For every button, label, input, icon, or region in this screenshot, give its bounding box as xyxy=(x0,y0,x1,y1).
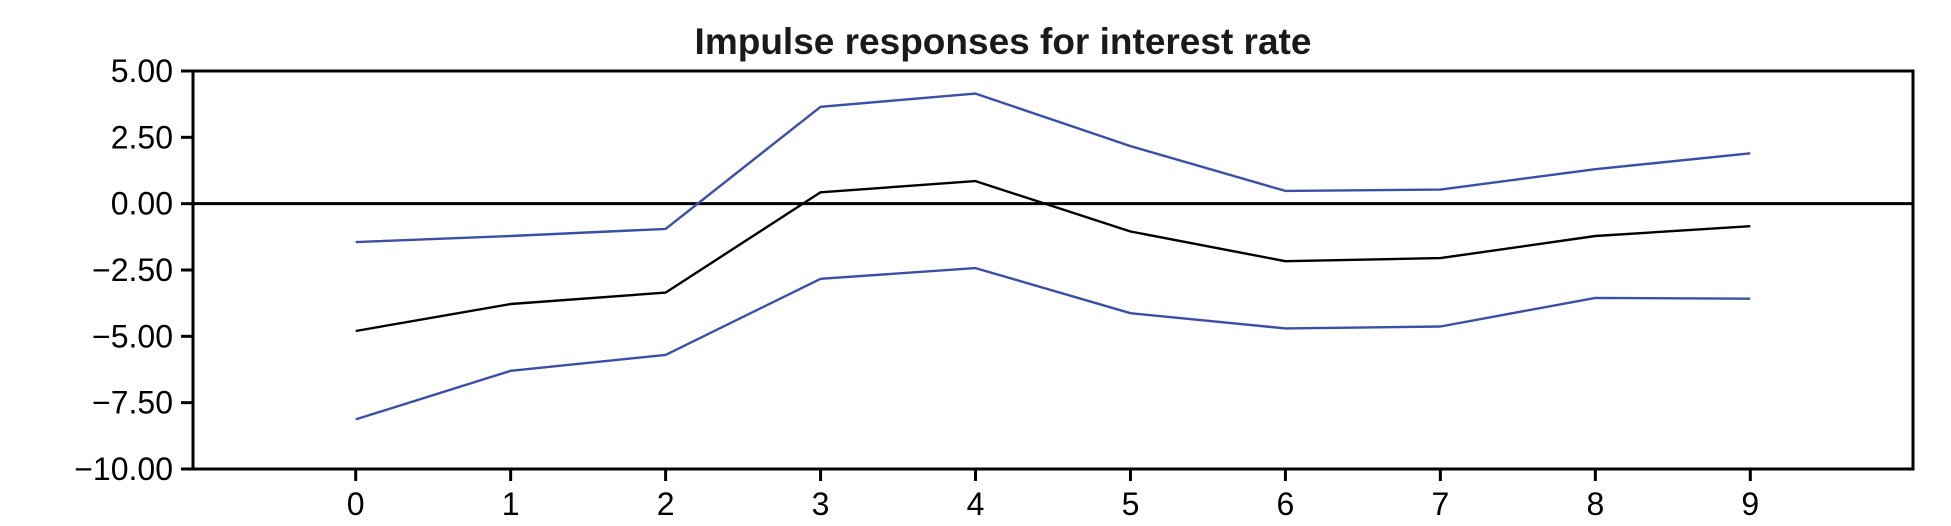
y-tick-label: 0.00 xyxy=(111,186,173,222)
x-tick-label: 2 xyxy=(657,486,675,522)
series-line-upper-band xyxy=(355,92,1751,244)
x-tick-label: 4 xyxy=(967,486,985,522)
x-tick-label: 1 xyxy=(502,486,520,522)
y-tick-label: −7.50 xyxy=(92,385,173,421)
y-tick-label: 2.50 xyxy=(111,119,173,155)
x-tick-label: 3 xyxy=(812,486,830,522)
x-tick-label: 5 xyxy=(1122,486,1140,522)
series-line-lower-band xyxy=(355,266,1751,421)
y-tick-label: −10.00 xyxy=(74,451,173,487)
y-tick-label: −5.00 xyxy=(92,318,173,354)
x-tick-label: 7 xyxy=(1431,486,1449,522)
y-tick-label: 5.00 xyxy=(111,53,173,89)
chart-title: Impulse responses for interest rate xyxy=(695,21,1312,62)
plot-frame xyxy=(191,69,1915,471)
series-line-response xyxy=(355,179,1751,333)
y-tick-label: −2.50 xyxy=(92,252,173,288)
x-tick-label: 8 xyxy=(1586,486,1604,522)
x-tick-label: 6 xyxy=(1277,486,1295,522)
x-tick-label: 0 xyxy=(347,486,365,522)
x-tick-label: 9 xyxy=(1741,486,1759,522)
